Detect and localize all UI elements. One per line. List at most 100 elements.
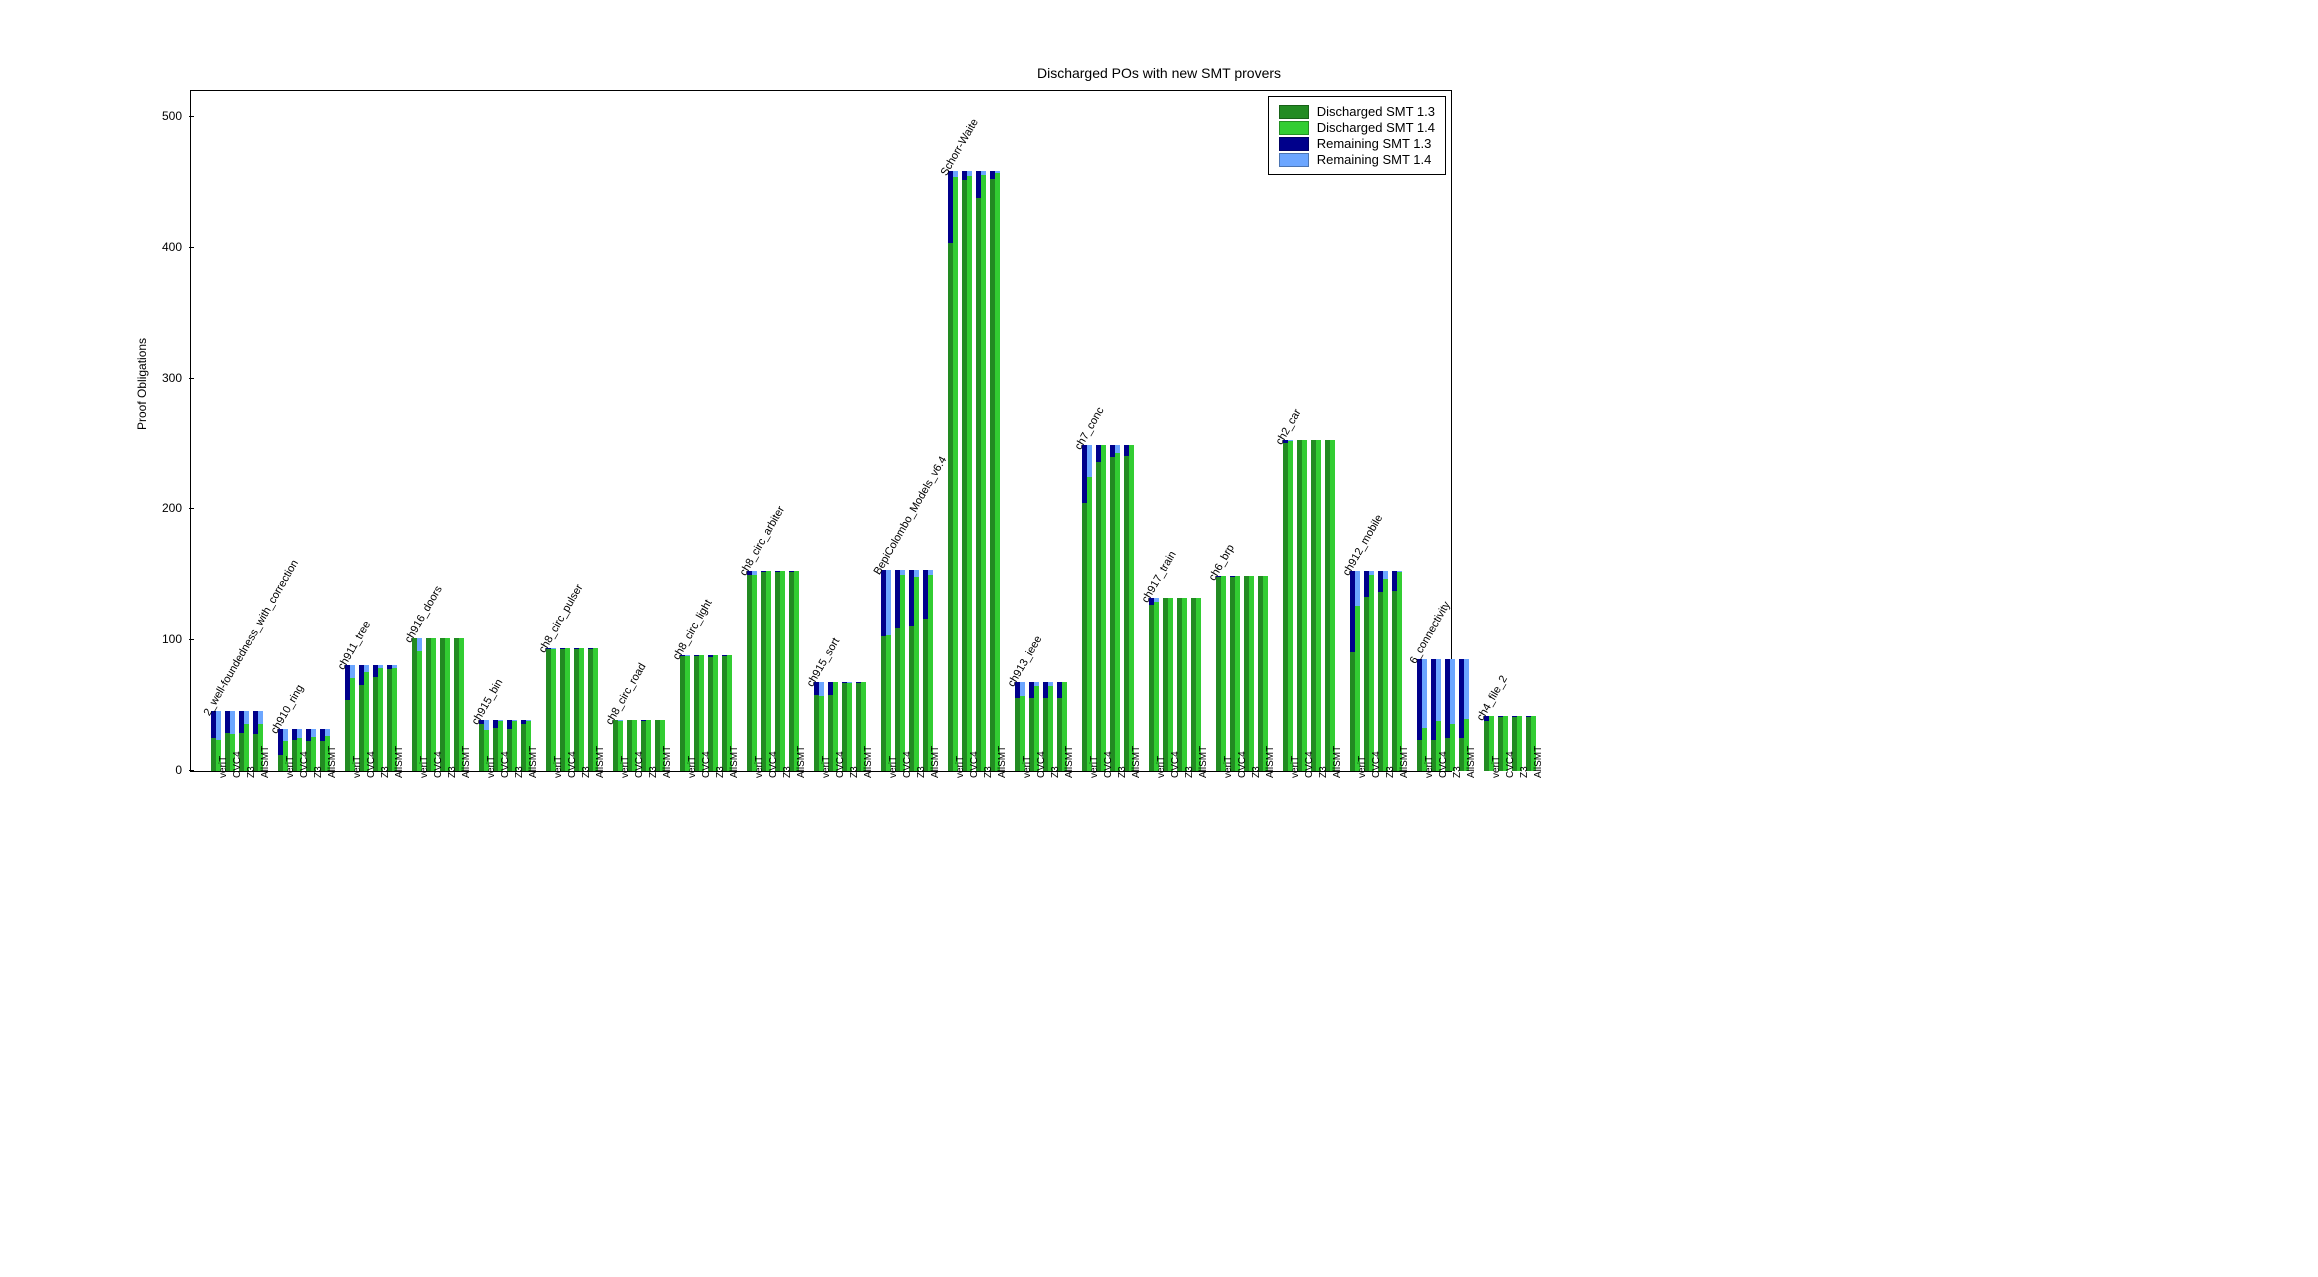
bar-pair [1258, 576, 1268, 771]
legend-swatch [1279, 105, 1309, 119]
bar-pair [412, 638, 422, 771]
x-tick-label: veriT [1357, 756, 1368, 778]
legend-label: Discharged SMT 1.4 [1317, 120, 1435, 135]
x-tick-label: AllSMT [729, 746, 740, 778]
x-tick-label: AllSMT [595, 746, 606, 778]
x-tick-label: veriT [1424, 756, 1435, 778]
bar-pair [1216, 576, 1226, 771]
x-tick-label: AllSMT [394, 746, 405, 778]
x-tick-label: veriT [218, 756, 229, 778]
x-tick-label: veriT [620, 756, 631, 778]
bar-pair [948, 171, 958, 771]
bar-pair [1392, 571, 1402, 771]
x-tick-label: Z3 [380, 766, 391, 778]
x-tick-label: CVC4 [1170, 751, 1181, 778]
legend-label: Remaining SMT 1.3 [1317, 136, 1432, 151]
x-tick-label: veriT [1156, 756, 1167, 778]
bar-pair [680, 655, 690, 771]
x-tick-label: AllSMT [1466, 746, 1477, 778]
x-tick-label: veriT [687, 756, 698, 778]
bar-pair [1082, 445, 1092, 771]
x-tick-label: CVC4 [634, 751, 645, 778]
x-tick-label: veriT [486, 756, 497, 778]
x-tick-label: CVC4 [1505, 751, 1516, 778]
legend-item: Discharged SMT 1.3 [1279, 104, 1435, 119]
x-tick-label: CVC4 [1237, 751, 1248, 778]
bar-pair [1244, 576, 1254, 771]
x-tick-label: Z3 [648, 766, 659, 778]
x-tick-label: CVC4 [1036, 751, 1047, 778]
x-tick-label: Z3 [514, 766, 525, 778]
x-tick-label: CVC4 [232, 751, 243, 778]
x-tick-label: AllSMT [997, 746, 1008, 778]
bar-pair [895, 570, 905, 771]
x-tick-label: AllSMT [1332, 746, 1343, 778]
x-tick-label: veriT [419, 756, 430, 778]
y-tick-label: 400 [142, 240, 182, 254]
bar-pair [923, 570, 933, 771]
y-tick-label: 100 [142, 632, 182, 646]
bar-pair [1325, 440, 1335, 771]
x-tick-label: Z3 [246, 766, 257, 778]
legend-label: Discharged SMT 1.3 [1317, 104, 1435, 119]
bar-pair [1096, 445, 1106, 771]
bar-pair [1311, 440, 1321, 771]
bar-pair [1364, 571, 1374, 771]
x-tick-label: veriT [1223, 756, 1234, 778]
bar-pair [1297, 440, 1307, 771]
x-tick-label: CVC4 [299, 751, 310, 778]
bar-pair [1283, 440, 1293, 771]
x-tick-label: veriT [821, 756, 832, 778]
bar-pair [775, 571, 785, 771]
legend-label: Remaining SMT 1.4 [1317, 152, 1432, 167]
x-tick-label: AllSMT [461, 746, 472, 778]
x-tick-label: AllSMT [1064, 746, 1075, 778]
bar-pair [1177, 598, 1187, 771]
legend-item: Remaining SMT 1.3 [1279, 136, 1435, 151]
bar-pair [881, 570, 891, 771]
x-tick-label: veriT [888, 756, 899, 778]
x-tick-label: Z3 [1184, 766, 1195, 778]
x-tick-label: veriT [1491, 756, 1502, 778]
x-tick-label: AllSMT [1399, 746, 1410, 778]
bar-pair [1124, 445, 1134, 771]
x-tick-label: Z3 [581, 766, 592, 778]
x-tick-label: CVC4 [1438, 751, 1449, 778]
chart-container: Discharged POs with new SMT provers Proo… [40, 40, 2278, 1237]
bar-pair [976, 171, 986, 771]
x-tick-label: Z3 [1251, 766, 1262, 778]
bar-pair [1149, 598, 1159, 771]
x-tick-label: veriT [955, 756, 966, 778]
x-tick-label: CVC4 [835, 751, 846, 778]
x-tick-label: AllSMT [662, 746, 673, 778]
bar-pair [990, 171, 1000, 771]
x-tick-label: CVC4 [1304, 751, 1315, 778]
x-tick-label: veriT [285, 756, 296, 778]
bar-pair [962, 171, 972, 771]
x-tick-label: CVC4 [768, 751, 779, 778]
x-tick-label: CVC4 [701, 751, 712, 778]
x-tick-label: Z3 [1318, 766, 1329, 778]
x-tick-label: CVC4 [902, 751, 913, 778]
x-tick-label: AllSMT [327, 746, 338, 778]
chart-title: Discharged POs with new SMT provers [40, 65, 2278, 81]
y-tick-label: 500 [142, 109, 182, 123]
y-tick-label: 200 [142, 501, 182, 515]
legend-swatch [1279, 137, 1309, 151]
x-tick-label: veriT [352, 756, 363, 778]
x-tick-label: Z3 [1050, 766, 1061, 778]
bar-pair [747, 571, 757, 771]
y-tick-label: 0 [142, 763, 182, 777]
bar-pair [1350, 571, 1360, 771]
x-tick-label: CVC4 [366, 751, 377, 778]
x-tick-label: AllSMT [1265, 746, 1276, 778]
bar-pair [1110, 445, 1120, 771]
x-tick-label: AllSMT [1198, 746, 1209, 778]
x-tick-label: AllSMT [260, 746, 271, 778]
x-tick-label: veriT [1022, 756, 1033, 778]
legend-item: Discharged SMT 1.4 [1279, 120, 1435, 135]
legend: Discharged SMT 1.3 Discharged SMT 1.4 Re… [1268, 96, 1446, 175]
bar-pair [1378, 571, 1388, 771]
x-tick-label: Z3 [1519, 766, 1530, 778]
x-tick-label: AllSMT [863, 746, 874, 778]
